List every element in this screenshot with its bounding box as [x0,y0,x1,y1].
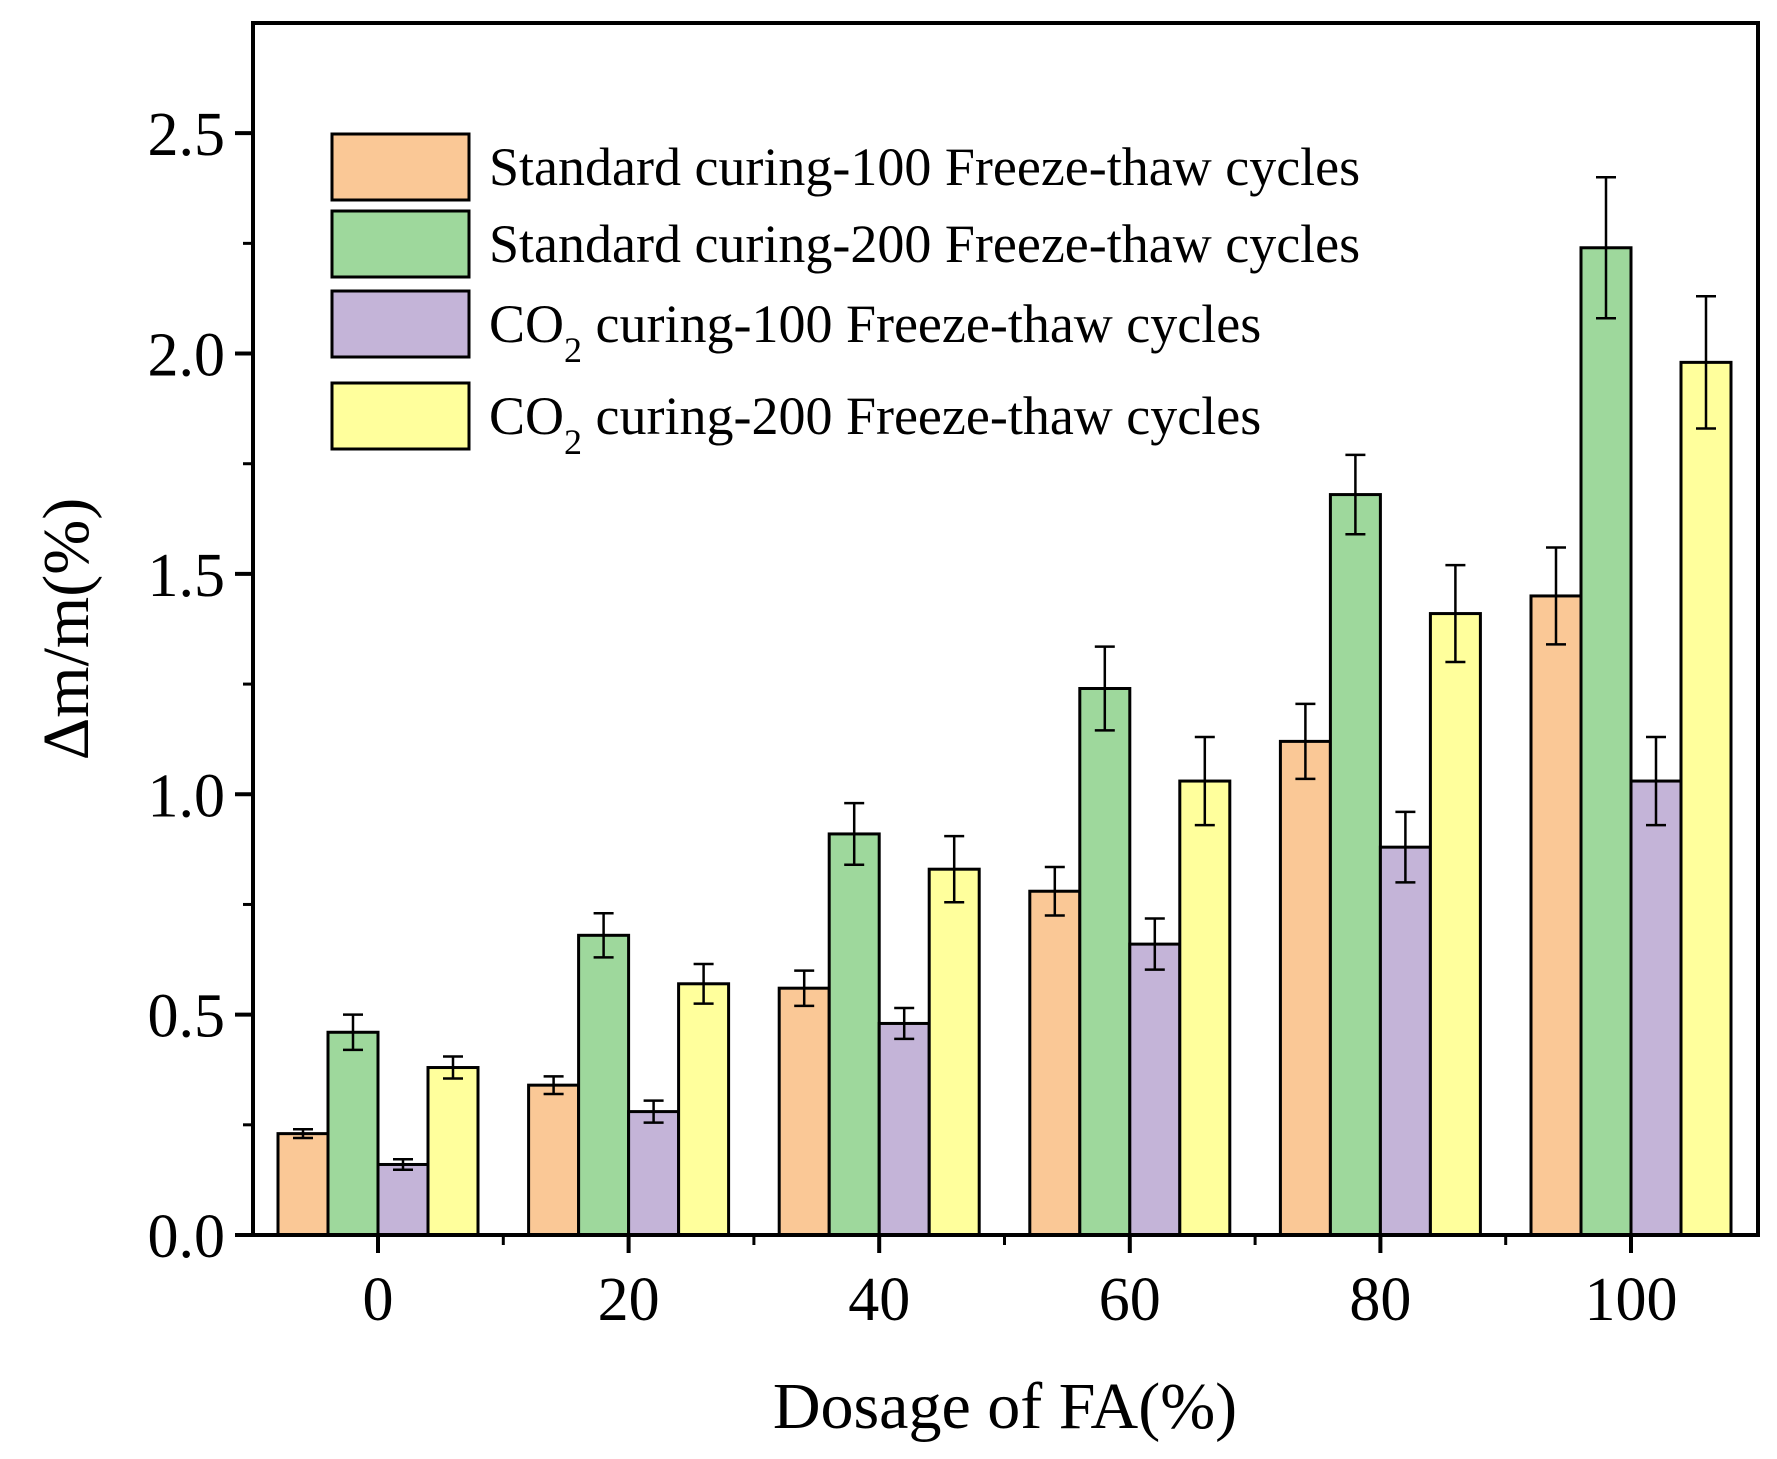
x-tick-label: 40 [848,1266,910,1334]
bar [1428,612,1482,1237]
y-tick-label: 1.0 [148,762,226,830]
bar [1529,594,1583,1237]
bar [1178,779,1232,1237]
bar [627,1110,681,1237]
plot-marks [276,176,1733,1237]
bar [426,1066,480,1237]
x-tick-label: 60 [1099,1266,1161,1334]
y-tick-label: 1.5 [148,542,226,610]
bar [376,1162,430,1237]
bar [1679,360,1733,1237]
x-tick-label: 100 [1585,1266,1678,1334]
bar [1028,889,1082,1237]
x-axis-title: Dosage of FA(%) [773,1370,1237,1443]
y-tick-label: 0.5 [148,983,226,1051]
legend: Standard curing-100 Freeze-thaw cycles St… [330,132,1360,462]
legend-label: Standard curing-100 Freeze-thaw cycles [489,137,1360,197]
bar [1629,779,1683,1237]
bar [927,867,981,1237]
legend-swatch [330,381,471,451]
y-axis-title: Δm/m(%) [30,498,103,760]
bar [527,1083,581,1237]
y-axis: 0.0 0.5 1.0 1.5 2.0 2.5 [148,101,253,1271]
legend-swatch [330,209,471,279]
legend-label: CO2 curing-100 Freeze-thaw cycles [489,294,1261,370]
legend-swatch [330,132,471,202]
bar [1128,942,1182,1237]
bar [1078,686,1132,1237]
bar [677,982,731,1237]
bar [777,986,831,1237]
bar [1278,739,1332,1237]
legend-label: CO2 curing-200 Freeze-thaw cycles [489,386,1261,462]
bar [1579,246,1633,1237]
bar [827,832,881,1237]
plot-frame [251,21,1760,1237]
legend-label-main: Standard curing-100 Freeze-thaw cycles [489,137,1360,197]
x-tick-label: 80 [1349,1266,1411,1334]
y-tick-label: 2.0 [148,322,226,390]
legend-label-main: CO [489,294,564,354]
bar [1378,845,1432,1237]
legend-label-main: CO [489,386,564,446]
x-tick-label: 20 [598,1266,660,1334]
x-axis: 0 20 40 60 80 100 [363,1235,1678,1334]
legend-label: Standard curing-200 Freeze-thaw cycles [489,214,1360,274]
bar [326,1030,380,1237]
y-tick-label: 2.5 [148,101,226,169]
legend-label-rest: curing-100 Freeze-thaw cycles [582,294,1261,354]
legend-label-subscript: 2 [564,422,582,462]
x-tick-label: 0 [363,1266,394,1334]
bar [276,1132,330,1237]
legend-swatch [330,289,471,359]
legend-label-subscript: 2 [564,330,582,370]
bar [577,933,631,1237]
bar [877,1021,931,1237]
bar [1328,493,1382,1237]
legend-label-rest: curing-200 Freeze-thaw cycles [582,386,1261,446]
y-tick-label: 0.0 [148,1203,226,1271]
legend-label-main: Standard curing-200 Freeze-thaw cycles [489,214,1360,274]
